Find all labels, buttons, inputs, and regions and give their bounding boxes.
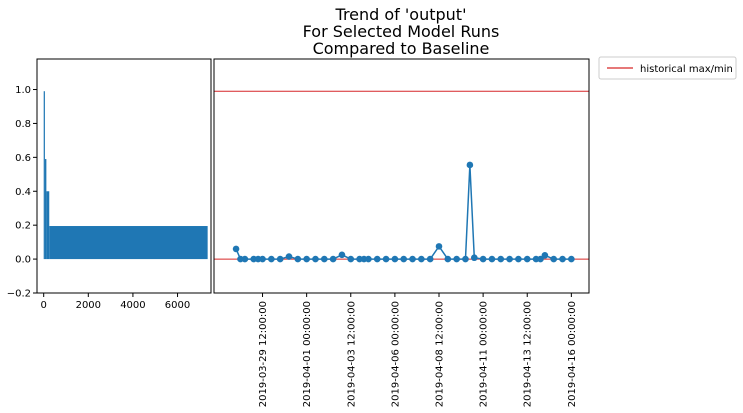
- histogram-bars: [43, 91, 208, 260]
- trend-point: [409, 255, 416, 263]
- trend-point: [515, 255, 522, 263]
- trend-point: [479, 255, 487, 263]
- histogram-y-tick-label: 0.0: [15, 255, 31, 266]
- trend-point: [347, 255, 355, 263]
- legend: historical max/min: [598, 56, 737, 80]
- trend-point: [312, 255, 319, 263]
- histogram-y-tick-label: 0.4: [15, 187, 31, 198]
- trend-x-tick-label: 2019-04-06 00:00:00: [390, 301, 401, 407]
- chart-title: Trend of 'output' For Selected Model Run…: [303, 5, 500, 58]
- trend-point: [426, 255, 434, 263]
- trend-point: [329, 255, 337, 263]
- trend-point: [453, 255, 460, 263]
- trend-point: [523, 255, 531, 263]
- trend-x-tick-label: 2019-04-11 00:00:00: [479, 301, 490, 407]
- trend-point: [391, 255, 399, 263]
- histogram-bar-0: [43, 91, 45, 260]
- title-line-2: For Selected Model Runs: [303, 22, 500, 41]
- title-line-1: Trend of 'output': [335, 5, 467, 24]
- trend-point: [259, 255, 266, 263]
- trend-x-tick-label: 2019-04-08 12:00:00: [435, 301, 446, 407]
- trend-x-tick-label: 2019-03-29 12:00:00: [258, 301, 269, 407]
- histogram-x-tick-label: 4000: [120, 300, 145, 311]
- trend-point: [400, 255, 408, 263]
- histogram-x-tick-label: 0: [41, 300, 47, 311]
- trend-point: [365, 255, 372, 263]
- histogram-bar-1: [44, 159, 47, 260]
- trend-x-tick-label: 2019-04-01 00:00:00: [302, 301, 313, 407]
- trend-point: [568, 255, 575, 263]
- trend-point: [444, 255, 452, 263]
- histogram-y-tick-label: 0.2: [15, 221, 31, 232]
- trend-point: [470, 254, 478, 262]
- trend-point: [541, 252, 549, 259]
- histogram-y-tick-label: 0.8: [15, 119, 31, 130]
- histogram-bar-3: [49, 226, 208, 260]
- trend-point: [462, 255, 469, 263]
- trend-point: [268, 255, 275, 263]
- trend-point: [373, 255, 381, 263]
- histogram-frame: [36, 58, 212, 294]
- trend-x-ticks: 2019-03-29 12:00:00 2019-04-01 00:00:00 20…: [258, 293, 578, 407]
- trend-point: [435, 243, 443, 250]
- histogram-x-ticks: 0 2000 4000 6000: [41, 293, 190, 311]
- trend-point: [294, 255, 302, 263]
- histogram-y-ticks: −0.2 0.0 0.2 0.4 0.6 0.8 1.0: [7, 85, 37, 300]
- trend-point: [559, 255, 566, 263]
- trend-point: [488, 255, 496, 263]
- trend-point: [320, 255, 328, 263]
- trend-x-tick-label: 2019-04-13 12:00:00: [523, 301, 534, 407]
- trend-x-tick-label: 2019-04-03 12:00:00: [346, 301, 357, 407]
- trend-point: [418, 255, 425, 263]
- histogram-y-tick-label: 0.6: [15, 153, 31, 164]
- historical-max-min-lines: [214, 90, 589, 260]
- histogram-x-tick-label: 2000: [76, 300, 101, 311]
- trend-point: [382, 255, 390, 263]
- trend-point: [497, 255, 505, 263]
- legend-label-historical-max-min: historical max/min: [640, 64, 733, 75]
- trend-point: [506, 255, 513, 263]
- histogram-bar-2: [46, 191, 50, 260]
- histogram-y-tick-label: −0.2: [7, 289, 31, 300]
- trend-point: [466, 161, 474, 169]
- trend-point: [241, 255, 249, 263]
- trend-panel: 2019-03-29 12:00:00 2019-04-01 00:00:00 20…: [213, 58, 590, 407]
- trend-frame: [213, 58, 590, 294]
- trend-line: [235, 164, 572, 260]
- title-line-3: Compared to Baseline: [313, 39, 490, 58]
- histogram-panel: −0.2 0.0 0.2 0.4 0.6 0.8 1.0 0 2000 4000 6000: [7, 58, 212, 311]
- trend-point: [276, 255, 284, 263]
- trend-point: [550, 255, 558, 263]
- histogram-y-tick-label: 1.0: [15, 85, 31, 96]
- trend-x-tick-label: 2019-04-16 00:00:00: [567, 301, 578, 407]
- histogram-x-tick-label: 6000: [165, 300, 190, 311]
- trend-point: [338, 251, 346, 259]
- trend-point: [232, 245, 240, 253]
- trend-point: [303, 255, 310, 263]
- trend-point: [537, 255, 544, 263]
- trend-series: [232, 161, 575, 263]
- legend-box: [598, 56, 737, 80]
- trend-point: [285, 253, 293, 260]
